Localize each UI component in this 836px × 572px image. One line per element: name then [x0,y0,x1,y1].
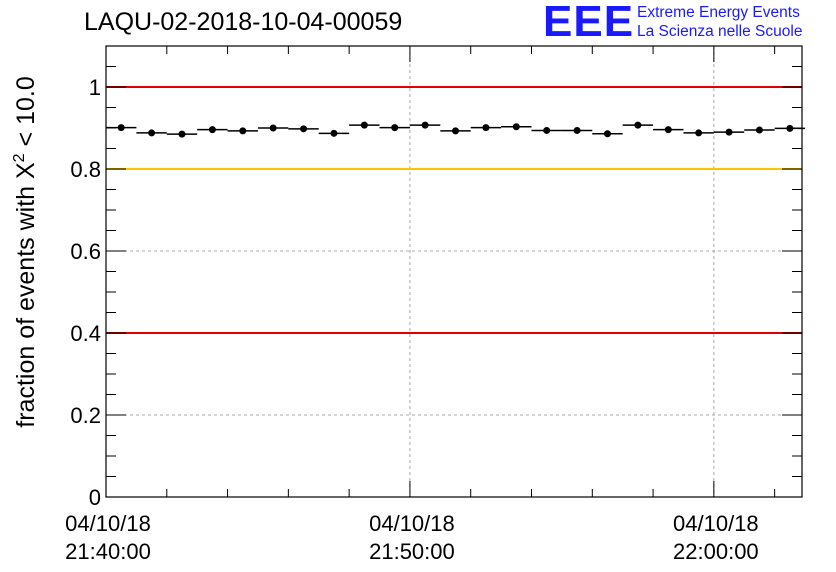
point-marker [391,124,399,132]
point-marker [695,129,703,137]
y-tick-label: 0.8 [70,157,101,182]
point-marker [330,129,338,137]
plot-frame [105,45,803,498]
point-marker [725,128,733,136]
data-series [106,121,806,138]
data-point [592,130,623,138]
point-marker [603,130,611,138]
y-tick-label: 0 [89,485,101,510]
point-marker [664,126,672,134]
data-point [379,124,410,132]
point-marker [512,123,520,131]
data-point [440,127,471,135]
data-point [622,121,654,129]
data-point [470,124,502,132]
point-marker [573,126,581,134]
point-marker [148,129,156,137]
grid-lines [106,46,802,497]
point-marker [239,127,247,135]
data-point [166,130,198,138]
data-point [561,126,593,134]
point-marker [269,124,277,132]
data-point [501,123,532,131]
x-tick-time: 21:50:00 [369,539,455,564]
chart-title: LAQU-02-2018-10-04-00059 [84,8,403,36]
logo-caption-line2: La Scienza nelle Scuole [637,23,803,40]
data-point [683,129,714,137]
point-marker [786,124,794,132]
data-point [531,126,562,134]
reference-lines [106,86,802,334]
data-point [257,124,289,132]
axis-ticks [105,45,802,498]
point-marker [421,121,429,129]
data-point [774,124,806,132]
data-point [197,126,228,134]
y-tick-label: 0.6 [70,239,101,264]
plot-border [105,45,803,498]
data-point [409,121,441,129]
logo-caption-line1: Extreme Energy Events [637,4,800,21]
point-marker [452,127,460,135]
data-point [744,126,775,134]
axis-labels: 0 0.2 0.4 0.6 0.8 1 04/10/18 21:40:00 04/10/18 21… [65,75,759,564]
x-tick-date: 04/10/18 [65,511,151,536]
point-marker [755,126,763,134]
data-point [106,124,137,132]
point-marker [300,125,308,133]
data-point [136,129,167,137]
x-tick-time: 22:00:00 [673,539,759,564]
data-point [318,129,350,137]
y-tick-label: 1 [89,75,101,100]
data-point [349,121,380,129]
data-point [288,125,319,133]
point-marker [482,124,490,132]
point-marker [117,124,125,132]
logo-caption: Extreme Energy Events La Scienza nelle S… [637,3,802,41]
point-marker [543,126,551,134]
point-marker [178,130,186,138]
x-tick-date: 04/10/18 [369,511,455,536]
x-tick-time: 21:40:00 [65,539,151,564]
point-marker [360,121,368,129]
point-marker [634,121,642,129]
y-tick-label: 0.2 [70,403,101,428]
data-point [227,127,258,135]
data-point [713,128,745,136]
y-tick-label: 0.4 [70,321,101,346]
data-point [653,126,684,134]
point-marker [208,126,216,134]
x-tick-date: 04/10/18 [673,511,759,536]
eee-logo: EEE [543,0,635,46]
y-axis-title: fraction of events with X2 < 10.0 [11,76,40,427]
